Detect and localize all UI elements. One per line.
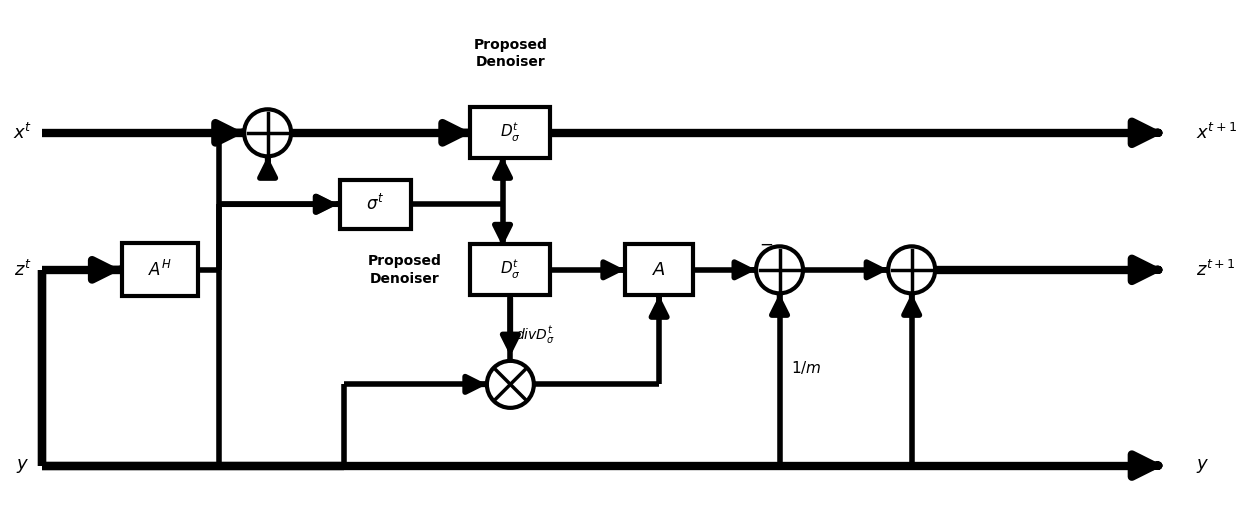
Text: Proposed
Denoiser: Proposed Denoiser — [368, 254, 441, 286]
Text: $1/m$: $1/m$ — [792, 359, 821, 376]
Circle shape — [888, 246, 935, 293]
Text: $D_{\sigma}^t$: $D_{\sigma}^t$ — [501, 258, 520, 281]
Text: $\sigma^t$: $\sigma^t$ — [367, 194, 384, 214]
Text: $divD_{\sigma}^t$: $divD_{\sigma}^t$ — [515, 324, 555, 346]
Text: $y$: $y$ — [1196, 457, 1209, 475]
Text: $A$: $A$ — [652, 261, 667, 279]
Circle shape — [756, 246, 803, 293]
FancyBboxPatch shape — [339, 180, 410, 229]
Circle shape — [244, 109, 291, 156]
Text: $z^t$: $z^t$ — [14, 260, 32, 280]
Text: Proposed
Denoiser: Proposed Denoiser — [473, 38, 548, 69]
Text: $D_{\sigma}^t$: $D_{\sigma}^t$ — [501, 121, 520, 144]
Text: $x^{t+1}$: $x^{t+1}$ — [1196, 123, 1237, 143]
FancyBboxPatch shape — [471, 107, 550, 158]
Text: $-$: $-$ — [760, 234, 773, 252]
Text: $z^{t+1}$: $z^{t+1}$ — [1196, 260, 1235, 280]
FancyBboxPatch shape — [471, 245, 550, 295]
Text: $y$: $y$ — [16, 457, 30, 475]
FancyBboxPatch shape — [121, 244, 198, 296]
FancyBboxPatch shape — [624, 245, 694, 295]
Circle shape — [487, 361, 534, 408]
Text: $A^H$: $A^H$ — [147, 260, 172, 280]
Text: $x^t$: $x^t$ — [14, 123, 32, 143]
